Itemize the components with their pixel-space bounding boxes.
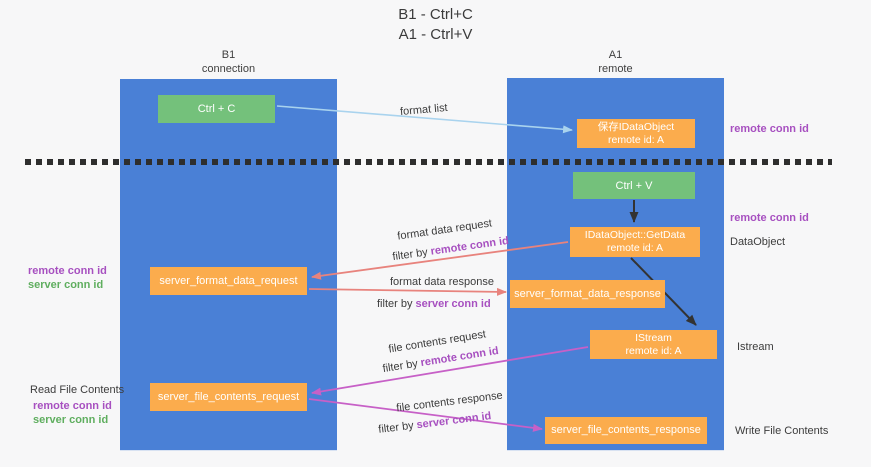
diagram-title: B1 - Ctrl+C A1 - Ctrl+V xyxy=(0,5,871,45)
title-line-2: A1 - Ctrl+V xyxy=(398,26,473,43)
edge-label-format-data-response: format data response xyxy=(390,276,494,288)
filter-by-text: filter by xyxy=(377,298,413,310)
server-conn-id-text: server conn id xyxy=(415,410,492,432)
format-list-text: format list xyxy=(399,101,449,119)
remote-conn-id-text: remote conn id xyxy=(429,234,510,258)
lane-a1-name: A1 xyxy=(608,49,623,61)
server-conn-id-text: server conn id xyxy=(415,298,491,310)
node-save-idataobject-line2: remote id: A xyxy=(607,133,665,146)
annotation-dataobject: DataObject xyxy=(730,236,786,248)
node-server-file-contents-request: server_file_contents_request xyxy=(150,383,307,411)
edge-label-filter-server-1: filter by server conn id xyxy=(377,298,491,310)
format-data-response-text: format data response xyxy=(390,276,494,288)
node-ctrl-c-label: Ctrl + C xyxy=(197,103,236,115)
node-istream: IStream remote id: A xyxy=(590,330,717,359)
lane-header-b1: B1 connection xyxy=(120,48,337,76)
node-server-format-data-request-label: server_format_data_request xyxy=(159,274,298,287)
node-idataobject-getdata: IDataObject::GetData remote id: A xyxy=(570,227,700,257)
lane-b1-name: B1 xyxy=(221,49,236,61)
annotation-remote-conn-id-left-1: remote conn id xyxy=(28,265,107,277)
annotation-server-conn-id-left-1: server conn id xyxy=(28,279,104,291)
node-getdata-line1: IDataObject::GetData xyxy=(584,229,686,241)
node-ctrl-v-label: Ctrl + V xyxy=(615,179,653,192)
node-server-file-contents-response-label: server_file_contents_response xyxy=(551,424,701,436)
dashed-separator-line xyxy=(25,159,832,165)
node-save-idataobject-line1: 保存IDataObject xyxy=(597,120,675,133)
node-ctrl-c: Ctrl + C xyxy=(158,95,275,123)
node-server-format-data-response-label: server_format_data_response xyxy=(514,287,661,300)
filter-by-text: filter by xyxy=(377,419,415,436)
node-server-file-contents-request-label: server_file_contents_request xyxy=(157,390,300,403)
lane-b1-subtitle: connection xyxy=(201,63,256,75)
annotation-istream: Istream xyxy=(737,341,774,353)
node-server-format-data-request: server_format_data_request xyxy=(150,267,307,295)
node-server-format-data-response: server_format_data_response xyxy=(510,280,665,308)
filter-by-text: filter by xyxy=(391,246,429,264)
edge-label-filter-server-2: filter by server conn id xyxy=(378,410,492,436)
edge-label-format-list: format list xyxy=(400,102,449,118)
annotation-remote-conn-id-left-2: remote conn id xyxy=(33,400,112,412)
annotation-remote-conn-id-mid: remote conn id xyxy=(730,212,809,224)
format-data-response-arrow xyxy=(308,287,507,296)
node-server-file-contents-response: server_file_contents_response xyxy=(545,417,707,444)
node-getdata-line2: remote id: A xyxy=(606,242,664,254)
title-line-1: B1 - Ctrl+C xyxy=(398,6,473,23)
lane-a1-subtitle: remote xyxy=(598,63,633,75)
node-save-idataobject: 保存IDataObject remote id: A xyxy=(577,119,695,148)
node-ctrl-v: Ctrl + V xyxy=(573,172,695,199)
filter-by-text: filter by xyxy=(381,357,419,376)
annotation-read-file-contents: Read File Contents xyxy=(30,384,125,396)
node-istream-line2: remote id: A xyxy=(625,344,682,357)
annotation-write-file-contents: Write File Contents xyxy=(735,425,829,437)
node-istream-line1: IStream xyxy=(635,331,672,344)
annotation-remote-conn-id-top: remote conn id xyxy=(730,123,809,135)
lane-header-a1: A1 remote xyxy=(507,48,724,76)
annotation-server-conn-id-left-2: server conn id xyxy=(33,414,109,426)
